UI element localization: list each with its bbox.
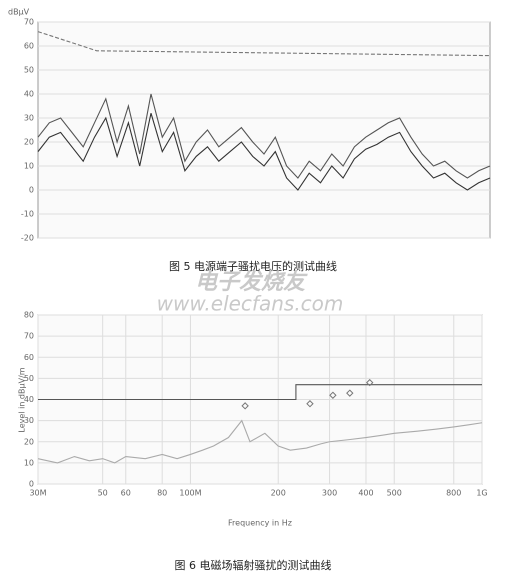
y-tick-label: 50 [24,374,34,383]
x-tick-label: 500 [387,489,402,498]
y-tick-label: 70 [24,332,34,341]
watermark-title: 电子发烧友 [195,269,308,295]
y-tick-label: 40 [24,395,34,404]
x-tick-label: 400 [358,489,373,498]
y-tick-label: -10 [21,210,34,219]
x-tick-label: 300 [322,489,337,498]
data-line [37,419,483,464]
y-tick-label: 20 [24,138,34,147]
x-axis-label: Frequency in Hz [228,519,292,528]
caption: 图 5 电源端子骚扰电压的测试曲线 [169,259,337,273]
data-point [346,389,354,397]
y-unit: dBµV [8,8,30,17]
y-tick-label: 30 [24,114,34,123]
data-point [366,378,374,387]
x-tick-label: 30M [29,489,46,498]
data-point [241,402,249,410]
y-tick-label: 0 [29,186,34,195]
data-line [38,384,482,401]
x-tick-label: 80 [157,489,167,498]
y-tick-label: 50 [24,66,34,75]
x-tick-label: 50 [98,489,108,498]
y-tick-label: 80 [24,311,34,320]
x-tick-label: 800 [446,489,461,498]
y-tick-label: 10 [24,458,34,467]
plot-frame-1 [37,21,491,239]
data-point [306,400,314,408]
x-tick-label: 1G [476,489,487,498]
y-tick-label: 60 [24,353,34,362]
y-tick-label: 10 [24,162,34,171]
y-axis-label: Level in dBµV/m [18,367,27,432]
y-tick-label: 40 [24,90,34,99]
x-tick-label: 60 [121,489,131,498]
y-tick-label: -20 [21,234,34,243]
x-tick-label: 100M [179,489,201,498]
data-line [37,113,491,191]
y-tick-label: 30 [24,416,34,425]
data-line [37,31,491,57]
y-tick-label: 20 [24,437,34,446]
data-point [329,391,337,399]
y-tick-label: 60 [24,42,34,51]
watermark-url: www.elecfans.com [157,292,344,316]
y-tick-label: 70 [24,18,34,27]
y-tick-label: 0 [29,480,34,489]
x-tick-label: 200 [271,489,286,498]
data-line [37,93,491,179]
caption: 图 6 电磁场辐射骚扰的测试曲线 [175,558,332,572]
